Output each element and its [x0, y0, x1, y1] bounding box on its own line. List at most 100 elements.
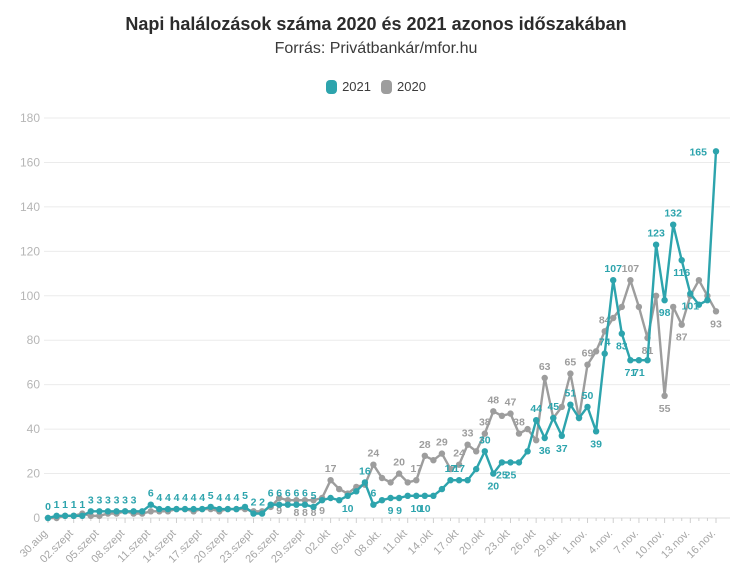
data-point-2021[interactable]: [87, 508, 95, 515]
data-point-2020[interactable]: [301, 497, 309, 504]
data-point-2021[interactable]: [96, 508, 103, 515]
data-point-2020[interactable]: [473, 448, 480, 455]
data-point-2020[interactable]: [627, 277, 634, 284]
data-point-2021[interactable]: [267, 501, 274, 508]
data-point-2021[interactable]: [533, 417, 540, 424]
data-point-2020[interactable]: [558, 403, 565, 411]
data-point-2021[interactable]: [618, 330, 625, 337]
data-point-2021[interactable]: [550, 414, 557, 422]
data-point-2021[interactable]: [216, 505, 223, 513]
data-point-2020[interactable]: [370, 461, 377, 468]
data-point-2020[interactable]: [678, 321, 685, 328]
data-point-2020[interactable]: [310, 497, 317, 504]
data-point-2021[interactable]: [173, 505, 180, 513]
data-point-2021[interactable]: [704, 297, 711, 304]
data-point-2021[interactable]: [327, 494, 334, 502]
data-point-2021[interactable]: [301, 501, 309, 508]
data-point-2021[interactable]: [156, 505, 163, 513]
data-point-2021[interactable]: [361, 479, 369, 486]
data-point-2020[interactable]: [635, 303, 643, 311]
data-point-2021[interactable]: [438, 485, 446, 493]
data-point-2021[interactable]: [670, 221, 677, 228]
data-point-2020[interactable]: [490, 408, 497, 415]
data-point-2021[interactable]: [627, 357, 634, 364]
data-point-2020[interactable]: [567, 370, 574, 377]
data-point-2020[interactable]: [524, 425, 531, 433]
data-point-2020[interactable]: [533, 437, 540, 444]
data-point-2021[interactable]: [610, 277, 617, 284]
data-point-2021[interactable]: [113, 508, 120, 515]
data-point-2020[interactable]: [610, 314, 617, 322]
data-point-2020[interactable]: [670, 303, 677, 311]
data-point-2021[interactable]: [53, 512, 60, 519]
data-point-2020[interactable]: [455, 461, 463, 468]
data-point-2020[interactable]: [584, 361, 591, 368]
data-point-2021[interactable]: [695, 301, 703, 308]
data-point-2021[interactable]: [541, 434, 548, 442]
data-point-2021[interactable]: [130, 508, 137, 515]
data-point-2021[interactable]: [44, 514, 52, 522]
data-point-2021[interactable]: [421, 492, 428, 499]
data-point-2021[interactable]: [70, 512, 77, 519]
data-point-2020[interactable]: [96, 512, 103, 519]
data-point-2021[interactable]: [678, 257, 685, 264]
data-point-2021[interactable]: [147, 501, 154, 508]
data-point-2021[interactable]: [455, 477, 463, 484]
data-point-2020[interactable]: [413, 477, 420, 484]
data-point-2021[interactable]: [104, 508, 112, 515]
data-point-2021[interactable]: [284, 501, 291, 508]
data-point-2021[interactable]: [387, 494, 394, 502]
data-point-2021[interactable]: [207, 503, 214, 511]
data-point-2020[interactable]: [507, 410, 514, 417]
data-point-2021[interactable]: [353, 488, 360, 495]
data-point-2020[interactable]: [515, 430, 523, 437]
data-point-2021[interactable]: [524, 448, 531, 455]
data-point-2021[interactable]: [687, 290, 694, 297]
data-point-2021[interactable]: [652, 241, 660, 248]
data-point-2020[interactable]: [87, 512, 95, 519]
data-point-2020[interactable]: [447, 465, 454, 473]
data-point-2021[interactable]: [378, 497, 386, 504]
legend-item-2021[interactable]: 2021: [326, 79, 371, 94]
data-point-2020[interactable]: [438, 450, 446, 457]
data-point-2021[interactable]: [644, 357, 651, 364]
data-point-2021[interactable]: [464, 477, 471, 484]
data-point-2020[interactable]: [421, 452, 428, 459]
data-point-2020[interactable]: [618, 303, 625, 311]
data-point-2020[interactable]: [652, 292, 660, 299]
data-point-2021[interactable]: [712, 148, 720, 155]
data-point-2020[interactable]: [695, 277, 703, 284]
data-point-2020[interactable]: [661, 392, 668, 399]
data-point-2021[interactable]: [507, 459, 514, 466]
data-point-2020[interactable]: [327, 477, 334, 484]
data-point-2020[interactable]: [592, 348, 600, 355]
data-point-2020[interactable]: [395, 470, 403, 477]
data-point-2020[interactable]: [430, 457, 437, 464]
data-point-2021[interactable]: [498, 459, 506, 466]
data-point-2020[interactable]: [464, 441, 471, 448]
data-point-2021[interactable]: [61, 512, 69, 519]
data-point-2021[interactable]: [584, 403, 591, 411]
data-point-2021[interactable]: [181, 505, 189, 513]
data-point-2021[interactable]: [661, 297, 668, 304]
data-point-2021[interactable]: [413, 492, 420, 499]
data-point-2021[interactable]: [447, 477, 454, 484]
data-point-2020[interactable]: [387, 479, 394, 486]
data-point-2021[interactable]: [575, 414, 583, 422]
data-point-2021[interactable]: [79, 512, 86, 519]
data-point-2020[interactable]: [293, 497, 300, 504]
data-point-2021[interactable]: [121, 508, 129, 515]
data-point-2021[interactable]: [515, 459, 523, 466]
data-point-2021[interactable]: [233, 505, 240, 513]
data-point-2021[interactable]: [293, 501, 300, 508]
data-point-2021[interactable]: [258, 510, 266, 517]
data-point-2020[interactable]: [276, 494, 283, 502]
data-point-2021[interactable]: [224, 505, 231, 513]
data-point-2021[interactable]: [241, 503, 249, 511]
data-point-2021[interactable]: [567, 401, 574, 408]
data-point-2021[interactable]: [635, 357, 643, 364]
data-point-2021[interactable]: [344, 492, 351, 499]
data-point-2021[interactable]: [336, 497, 343, 504]
data-point-2021[interactable]: [310, 503, 317, 511]
data-point-2021[interactable]: [276, 501, 283, 508]
